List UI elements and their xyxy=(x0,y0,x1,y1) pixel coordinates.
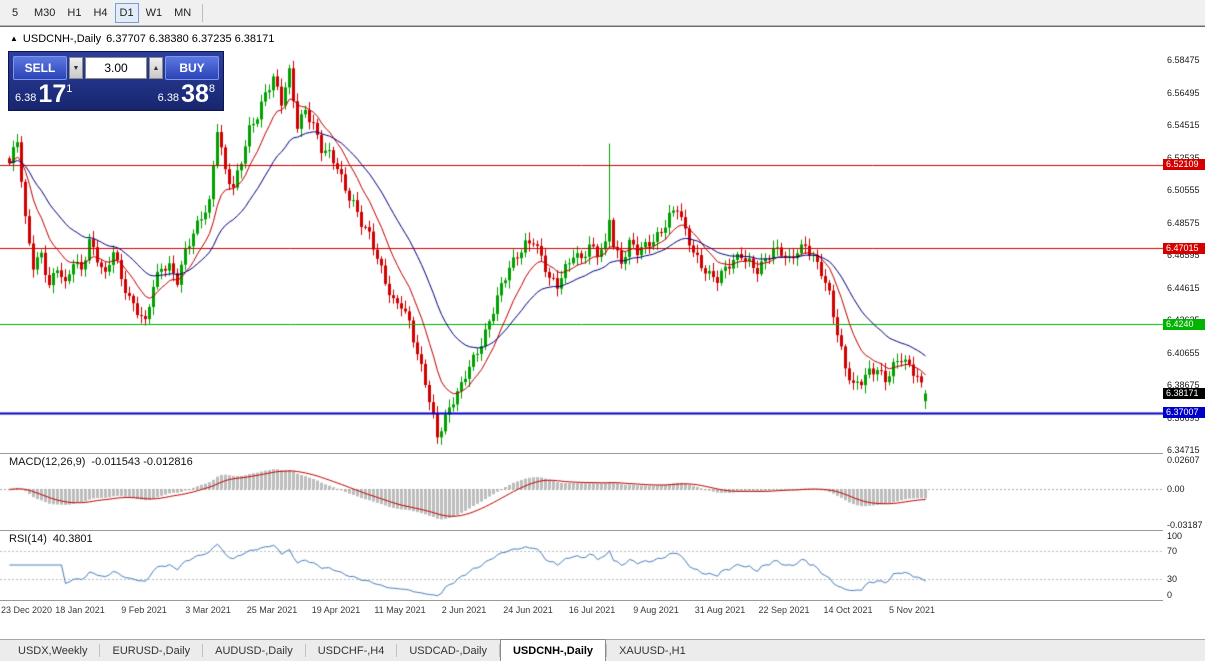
tab-separator xyxy=(396,644,398,657)
date-label: 9 Aug 2021 xyxy=(633,605,679,615)
timeframe-button-w1[interactable]: W1 xyxy=(145,6,163,19)
buy-price-point: 8 xyxy=(208,83,215,95)
tab-separator xyxy=(99,644,101,657)
chart-tab-xauusd-h1[interactable]: XAUUSD-,H1 xyxy=(619,644,686,657)
price-tick: 0 xyxy=(1167,590,1173,600)
date-label: 25 Mar 2021 xyxy=(246,605,298,615)
chart-tab-audusd-daily[interactable]: AUDUSD-,Daily xyxy=(215,644,293,657)
date-label: 16 Jul 2021 xyxy=(568,605,616,615)
lot-increase-button[interactable]: ▲ xyxy=(149,57,163,79)
current-price-label: 6.38171 xyxy=(1163,388,1205,400)
price-line-label: 6.47015 xyxy=(1163,242,1205,254)
price-tick: 100 xyxy=(1167,531,1183,541)
price-tick: 6.54515 xyxy=(1167,120,1200,131)
price-tick: 6.46595 xyxy=(1167,250,1200,261)
buy-price-base: 6.38 xyxy=(157,92,180,104)
ohlc-values: 6.37707 6.38380 6.37235 6.38171 xyxy=(106,33,275,45)
sell-price-pips: 17 xyxy=(38,80,67,108)
symbol-period-label: USDCNH-,Daily xyxy=(22,33,102,45)
lot-decrease-button[interactable]: ▼ xyxy=(69,57,83,79)
price-line-label: 6.37007 xyxy=(1163,407,1205,419)
sell-price-point: 1 xyxy=(66,83,73,95)
chart-tabs-bar: USDX,Weekly EURUSD-,Daily AUDUSD-,Daily USD… xyxy=(0,639,1205,661)
timeframe-button-5[interactable]: 5 xyxy=(11,6,19,19)
chart-window: ▲ USDCNH-,Daily 6.37707 6.38380 6.37235 … xyxy=(0,26,1205,640)
price-line-label: 6.4240 xyxy=(1163,318,1205,330)
rsi-label: RSI(14) 40.3801 xyxy=(6,533,102,545)
timeframe-button-mn[interactable]: MN xyxy=(174,6,192,19)
date-label: 18 Jan 2021 xyxy=(55,605,105,615)
date-label: 5 Nov 2021 xyxy=(888,605,936,615)
buy-price: 6.38 38 8 xyxy=(158,82,215,107)
timeframe-button-h4[interactable]: H4 xyxy=(93,6,108,19)
rsi-value: 40.3801 xyxy=(52,533,93,545)
price-tick: 6.58475 xyxy=(1167,55,1200,66)
price-tick: 6.52535 xyxy=(1167,152,1200,163)
date-label: 9 Feb 2021 xyxy=(121,605,167,615)
toolbar-separator xyxy=(202,3,204,22)
timeframe-button-d1[interactable]: D1 xyxy=(114,2,139,23)
date-label: 14 Oct 2021 xyxy=(823,605,873,615)
price-tick: 6.34715 xyxy=(1167,445,1200,456)
price-tick: 6.56495 xyxy=(1167,87,1200,98)
date-label: 11 May 2021 xyxy=(374,605,426,615)
chart-tab-eurusd-daily[interactable]: EURUSD-,Daily xyxy=(112,644,191,657)
chart-title: ▲ USDCNH-,Daily 6.37707 6.38380 6.37235 … xyxy=(6,32,279,46)
rsi-indicator-canvas[interactable] xyxy=(0,530,1163,600)
tab-separator xyxy=(606,644,608,657)
price-tick: 6.44615 xyxy=(1167,282,1200,293)
chart-tab-usdx-weekly[interactable]: USDX,Weekly xyxy=(18,644,88,657)
collapse-panel-icon[interactable]: ▲ xyxy=(10,34,18,43)
chart-tab-usdchf-h4[interactable]: USDCHF-,H4 xyxy=(317,644,385,657)
price-tick: 6.40655 xyxy=(1167,347,1200,358)
date-label: 2 Jun 2021 xyxy=(441,605,487,615)
timeframe-button-m30[interactable]: M30 xyxy=(34,6,56,19)
pane-separator[interactable] xyxy=(0,453,1205,454)
price-axis: 6.58475 6.56495 6.54515 6.52535 6.50555 6.485… xyxy=(1163,27,1205,640)
date-label: 23 Dec 2020 xyxy=(1,605,53,615)
pane-separator[interactable] xyxy=(0,530,1205,531)
macd-label: MACD(12,26,9) -0.011543 -0.012816 xyxy=(6,456,202,468)
lot-size-input[interactable] xyxy=(85,57,147,79)
date-label: 24 Jun 2021 xyxy=(503,605,553,615)
axis-separator xyxy=(0,600,1205,601)
macd-values: -0.011543 -0.012816 xyxy=(91,456,193,468)
date-label: 22 Sep 2021 xyxy=(758,605,810,615)
date-label: 3 Mar 2021 xyxy=(185,605,231,615)
sell-price: 6.38 17 1 xyxy=(15,82,72,107)
buy-price-pips: 38 xyxy=(181,80,209,108)
timeframe-toolbar: 5 M30 H1 H4 D1 W1 MN xyxy=(0,0,1205,26)
price-tick: 0.00 xyxy=(1167,484,1185,495)
price-tick: 0.02607 xyxy=(1167,455,1200,466)
sell-button[interactable]: SELL xyxy=(13,56,67,80)
chart-tab-usdcnh-daily[interactable]: USDCNH-,Daily xyxy=(499,639,607,661)
tab-separator xyxy=(202,644,204,657)
tab-separator xyxy=(304,644,306,657)
buy-button[interactable]: BUY xyxy=(165,56,219,80)
time-axis: 23 Dec 2020 18 Jan 2021 9 Feb 2021 3 Mar 20… xyxy=(0,601,1163,623)
price-line-label: 6.52109 xyxy=(1163,159,1205,171)
price-tick: 6.48575 xyxy=(1167,217,1200,228)
date-label: 31 Aug 2021 xyxy=(694,605,746,615)
price-tick: 70 xyxy=(1167,546,1178,556)
timeframe-button-h1[interactable]: H1 xyxy=(67,6,82,19)
price-tick: 6.38675 xyxy=(1167,380,1200,391)
price-tick: 30 xyxy=(1167,574,1178,584)
date-label: 19 Apr 2021 xyxy=(311,605,361,615)
sell-price-base: 6.38 xyxy=(15,92,37,104)
chart-tab-usdcad-daily[interactable]: USDCAD-,Daily xyxy=(409,644,487,657)
price-tick: 6.50555 xyxy=(1167,185,1200,196)
price-tick: -0.03187 xyxy=(1167,519,1203,530)
tab-separator xyxy=(498,644,500,657)
